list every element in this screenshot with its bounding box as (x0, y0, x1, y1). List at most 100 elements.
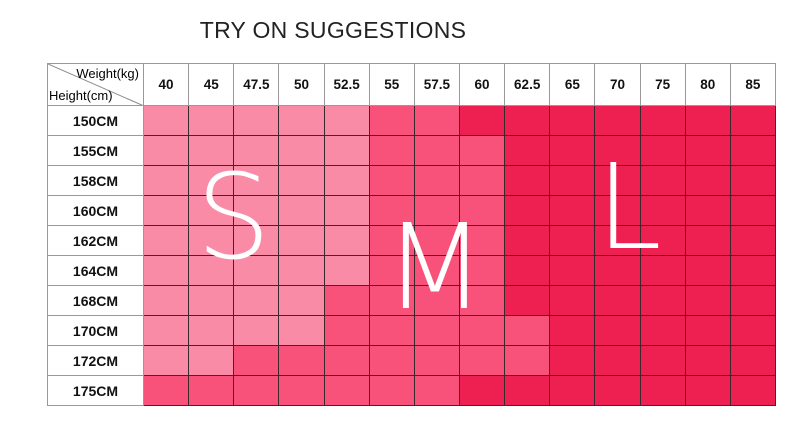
size-cell-l (595, 226, 641, 256)
size-cell-m (459, 316, 506, 346)
size-cell-m (414, 346, 460, 376)
size-cell-s (279, 166, 325, 196)
size-cell-l (550, 166, 596, 196)
size-cell-m (234, 346, 280, 376)
size-cell-l (730, 256, 776, 286)
size-cell-s (189, 316, 235, 346)
size-cell-s (234, 196, 280, 226)
size-cell-m (459, 226, 506, 256)
size-cell-m (505, 316, 551, 346)
size-cell-s (324, 106, 370, 136)
size-cell-s (189, 286, 235, 316)
weight-header: 62.5 (505, 64, 551, 106)
size-cell-l (730, 286, 776, 316)
size-cell-m (369, 346, 415, 376)
size-cell-m (189, 376, 235, 406)
size-cell-m (369, 226, 415, 256)
size-cell-s (189, 166, 235, 196)
size-cell-l (730, 346, 776, 376)
size-cell-l (505, 196, 551, 226)
size-cell-l (505, 376, 551, 406)
size-cell-l (595, 136, 641, 166)
size-cell-s (189, 346, 235, 376)
size-cell-l (685, 376, 731, 406)
size-cell-l (685, 226, 731, 256)
size-cell-l (550, 256, 596, 286)
size-cell-m (324, 316, 370, 346)
size-cell-m (459, 256, 506, 286)
weight-header: 47.5 (234, 64, 280, 106)
size-cell-s (144, 256, 190, 286)
size-cell-l (595, 286, 641, 316)
size-cell-l (730, 106, 776, 136)
size-cell-m (324, 346, 370, 376)
size-cell-m (144, 376, 190, 406)
size-cell-s (144, 346, 190, 376)
size-cell-l (640, 346, 686, 376)
size-cell-s (279, 256, 325, 286)
size-cell-s (234, 106, 280, 136)
size-cell-l (640, 226, 686, 256)
size-cell-s (144, 316, 190, 346)
size-cell-m (459, 166, 506, 196)
weight-header: 55 (369, 64, 415, 106)
size-cell-l (730, 226, 776, 256)
size-cell-l (505, 226, 551, 256)
size-cell-l (730, 316, 776, 346)
size-cell-s (144, 106, 190, 136)
corner-header: Weight(kg) Height(cm) (48, 64, 144, 106)
size-cell-l (595, 196, 641, 226)
size-cell-s (189, 136, 235, 166)
size-cell-s (234, 166, 280, 196)
size-cell-s (324, 166, 370, 196)
size-cell-s (189, 196, 235, 226)
size-cell-l (685, 196, 731, 226)
size-cell-s (324, 256, 370, 286)
size-cell-l (459, 106, 506, 136)
size-cell-l (730, 136, 776, 166)
size-cell-m (369, 256, 415, 286)
size-cell-l (459, 376, 506, 406)
size-cell-s (234, 136, 280, 166)
size-cell-l (640, 106, 686, 136)
weight-header: 45 (189, 64, 235, 106)
size-cell-m (369, 286, 415, 316)
size-cell-m (414, 376, 460, 406)
height-header: 164CM (48, 256, 144, 286)
height-header: 158CM (48, 166, 144, 196)
weight-header: 40 (144, 64, 190, 106)
weight-header: 50 (279, 64, 325, 106)
size-cell-s (279, 136, 325, 166)
size-cell-l (595, 106, 641, 136)
size-cell-m (459, 346, 506, 376)
size-cell-l (595, 166, 641, 196)
size-cell-l (640, 136, 686, 166)
size-cell-s (144, 166, 190, 196)
size-cell-s (189, 106, 235, 136)
weight-header: 75 (640, 64, 686, 106)
size-cell-l (550, 136, 596, 166)
size-cell-l (685, 136, 731, 166)
size-cell-l (595, 346, 641, 376)
size-label-s: S (196, 148, 271, 286)
height-header: 172CM (48, 346, 144, 376)
size-cell-m (414, 226, 460, 256)
size-cell-m (505, 346, 551, 376)
weight-header: 65 (550, 64, 596, 106)
weight-header: 80 (685, 64, 731, 106)
size-cell-l (640, 166, 686, 196)
size-label-l: L (596, 138, 662, 276)
size-cell-s (279, 286, 325, 316)
height-header: 170CM (48, 316, 144, 346)
size-chart-table: Weight(kg) Height(cm) 40 45 47.5 50 52.5 55 57… (47, 63, 776, 406)
size-cell-m (279, 346, 325, 376)
size-cell-m (324, 286, 370, 316)
size-cell-s (234, 226, 280, 256)
size-cell-l (550, 286, 596, 316)
size-cell-l (685, 286, 731, 316)
size-cell-s (324, 226, 370, 256)
size-cell-l (730, 166, 776, 196)
height-header: 155CM (48, 136, 144, 166)
size-cell-l (730, 376, 776, 406)
weight-header: 70 (595, 64, 641, 106)
